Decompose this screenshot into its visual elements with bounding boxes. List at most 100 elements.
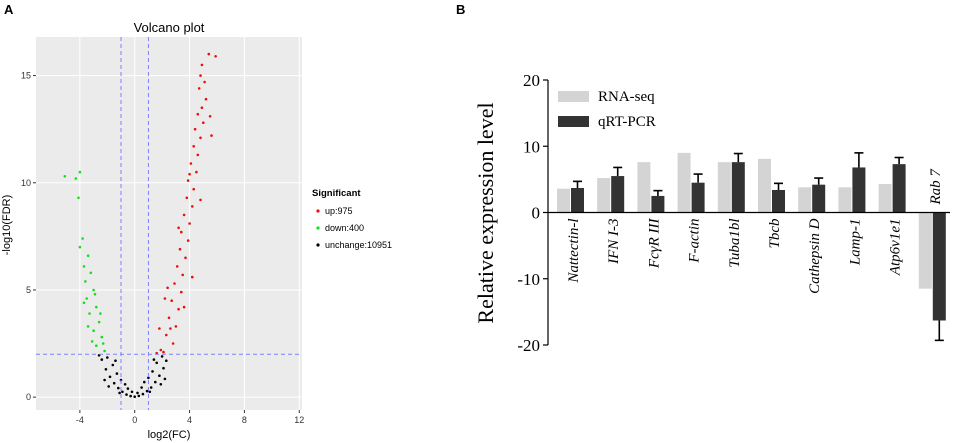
bar-rnaseq	[597, 178, 611, 213]
volcano-point-up	[192, 145, 195, 148]
volcano-point-unchange	[145, 389, 149, 393]
volcano-ytick-label: 0	[26, 392, 31, 402]
volcano-point-unchange	[133, 395, 136, 399]
volcano-points	[63, 52, 217, 399]
volcano-point-unchange	[143, 380, 146, 384]
volcano-point-unchange	[106, 356, 109, 359]
legend-label-up: up:975	[325, 206, 353, 216]
volcano-point-up	[173, 282, 176, 285]
volcano-point-up	[162, 350, 165, 354]
volcano-point-up	[214, 55, 217, 58]
category-label: Cathepsin D	[807, 218, 823, 294]
category-label: FcγR III	[646, 218, 662, 270]
volcano-point-unchange	[140, 386, 143, 389]
volcano-point-up	[208, 115, 212, 118]
volcano-point-down	[100, 335, 104, 339]
category-label: Tuba1bl	[727, 219, 743, 268]
volcano-xtick-label: 12	[294, 415, 304, 425]
bar-rnaseq	[798, 187, 812, 213]
volcano-point-up	[188, 222, 191, 225]
volcano-point-up	[189, 162, 193, 165]
volcano-point-up	[186, 239, 190, 242]
bar-ytick-label: -20	[517, 336, 540, 355]
bar-qrtpcr	[731, 162, 745, 213]
bar-rnaseq	[918, 212, 932, 289]
bar-qrtpcr	[812, 184, 826, 213]
volcano-point-unchange	[123, 383, 127, 386]
volcano-point-down	[97, 320, 101, 324]
bar-rnaseq	[677, 152, 691, 213]
volcano-ytick-label: 5	[26, 285, 31, 295]
volcano-point-up	[184, 256, 187, 260]
volcano-legend: Significant up:975 down:400 unchange:109…	[312, 188, 392, 250]
volcano-point-down	[81, 237, 84, 240]
volcano-point-unchange	[162, 366, 165, 370]
volcano-point-unchange	[152, 358, 156, 361]
volcano-point-down	[92, 288, 95, 292]
volcano-point-up	[204, 97, 208, 101]
bar-qrtpcr	[772, 189, 785, 213]
bar-rnaseq	[758, 158, 771, 213]
volcano-point-unchange	[118, 391, 121, 395]
bar-qrtpcr	[611, 176, 625, 213]
legend-label-qrtpcr: qRT-PCR	[598, 114, 656, 130]
volcano-point-down	[63, 175, 67, 178]
category-label: Atp6v1e1	[888, 219, 904, 277]
volcano-point-up	[196, 112, 200, 116]
volcano-point-unchange	[149, 386, 153, 389]
volcano-point-up	[181, 273, 184, 277]
volcano-point-unchange	[104, 368, 108, 371]
volcano-point-up	[199, 74, 202, 77]
volcano-point-up	[182, 213, 186, 217]
volcano-point-unchange	[151, 370, 154, 373]
volcano-xtick-label: 8	[242, 415, 247, 425]
volcano-point-unchange	[126, 387, 130, 390]
volcano-point-down	[78, 245, 82, 249]
category-label: Tbcb	[767, 218, 783, 249]
legend-label-down: down:400	[325, 223, 364, 233]
volcano-point-up	[167, 316, 171, 320]
volcano-point-unchange	[154, 380, 157, 384]
volcano-point-down	[99, 312, 102, 315]
volcano-point-up	[163, 297, 167, 300]
volcano-point-up	[207, 52, 211, 56]
panel-a-label: A	[4, 2, 14, 17]
volcano-point-up	[200, 63, 204, 67]
volcano-point-down	[93, 292, 97, 296]
volcano-point-unchange	[125, 393, 128, 396]
bar-ytick-label: 20	[523, 71, 540, 90]
volcano-point-unchange	[100, 358, 104, 361]
volcano-point-up	[199, 136, 202, 140]
volcano-point-up	[199, 198, 202, 202]
volcano-point-down	[78, 170, 82, 174]
volcano-point-unchange	[158, 374, 161, 378]
bar-qrtpcr	[651, 195, 665, 213]
volcano-point-unchange	[107, 385, 110, 388]
bar-axes: 20 10 0 -10 -20	[517, 71, 950, 355]
volcano-point-up	[178, 247, 182, 251]
volcano-plot: -4 0 4 8 12 0 5 10 15 Volcano plot log2(FC) -log…	[1, 20, 392, 441]
volcano-point-unchange	[163, 377, 167, 381]
category-label: IFN I-3	[606, 219, 622, 265]
volcano-point-up	[180, 290, 183, 294]
volcano-title: Volcano plot	[134, 20, 205, 35]
volcano-point-up	[195, 170, 198, 174]
volcano-point-down	[101, 342, 105, 345]
bar-qrtpcr	[852, 167, 866, 213]
volcano-point-down	[90, 340, 94, 343]
volcano-xtick-label: -4	[76, 415, 84, 425]
bar-ytick-label: 10	[523, 137, 540, 156]
bar-rnaseq	[838, 187, 852, 213]
volcano-point-up	[165, 333, 168, 337]
volcano-point-up	[193, 127, 197, 131]
volcano-point-up	[196, 153, 200, 157]
volcano-point-unchange	[114, 359, 117, 363]
bar-ytick-label: 0	[532, 204, 541, 223]
volcano-point-up	[170, 299, 173, 303]
volcano-point-down	[88, 312, 91, 315]
volcano-point-up	[180, 230, 183, 234]
volcano-point-unchange	[155, 361, 158, 365]
volcano-point-unchange	[136, 391, 139, 395]
volcano-point-unchange	[148, 390, 152, 394]
volcano-point-unchange	[130, 390, 134, 394]
